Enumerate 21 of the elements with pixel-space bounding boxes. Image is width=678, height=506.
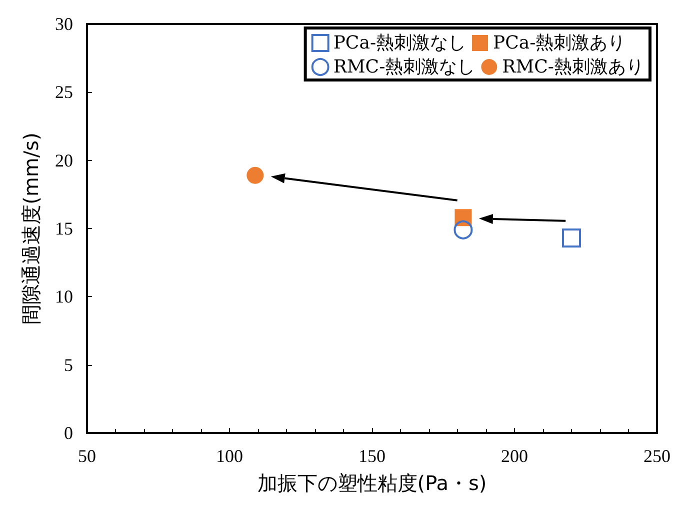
legend-label: RMC-熱刺激なし	[333, 56, 476, 78]
point	[454, 220, 473, 240]
x-tick-label: 200	[501, 446, 528, 466]
y-tick-label: 15	[55, 218, 73, 238]
legend-label: RMC-熱刺激あり	[502, 56, 644, 78]
y-tick-label: 30	[55, 14, 73, 34]
legend-label: PCa-熱刺激あり	[493, 32, 626, 54]
point	[562, 228, 581, 248]
y-tick-label: 0	[64, 423, 73, 443]
y-tick-label: 25	[55, 82, 73, 102]
x-tick-label: 50	[78, 446, 96, 466]
y-tick-label: 20	[55, 150, 73, 170]
y-tick-label: 5	[64, 354, 73, 375]
y-tick-label: 10	[55, 286, 73, 307]
x-axis-title: 加振下の塑性粘度(Pa・s)	[257, 471, 487, 495]
point	[246, 166, 264, 184]
y-axis-title: 間隙通過速度(mm/s)	[19, 132, 43, 324]
legend-label: PCa-熱刺激なし	[333, 32, 466, 54]
x-tick-label: 150	[358, 446, 386, 466]
x-tick-label: 100	[216, 446, 243, 466]
x-tick-label: 250	[644, 446, 670, 466]
